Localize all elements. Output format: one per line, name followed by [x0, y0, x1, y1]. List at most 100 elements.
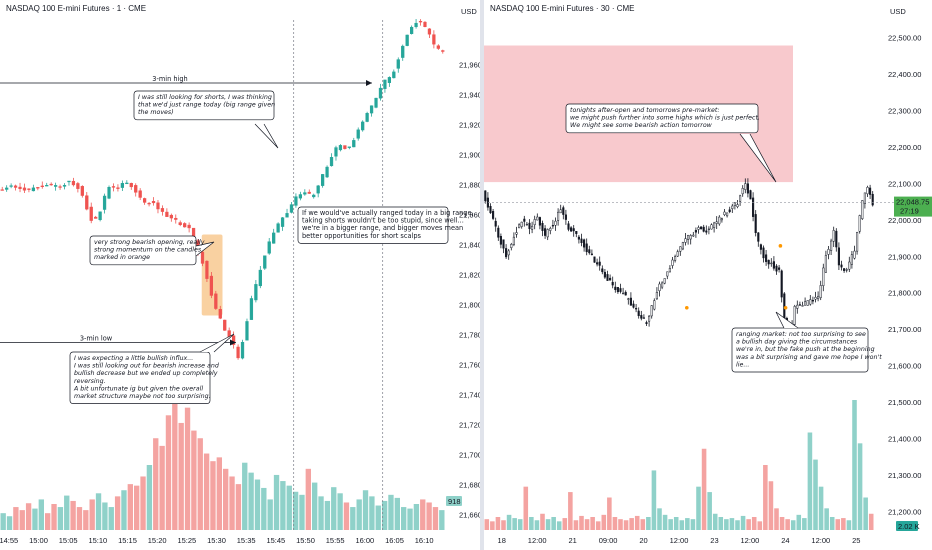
- left-chart-pane[interactable]: 21,960.00 21,940.00 21,920.00 21,900.00 21,8…: [0, 0, 480, 550]
- last-price-value: 22,048.75: [896, 198, 929, 207]
- volume-bar: [38, 499, 44, 530]
- candle-body: [731, 205, 734, 209]
- candle-body: [94, 216, 98, 219]
- volume-bar: [612, 517, 618, 530]
- time-tick-label: 14:55: [0, 536, 18, 545]
- volume-bar: [6, 516, 13, 530]
- candle-body: [549, 228, 552, 231]
- time-tick-label: 15:35: [237, 536, 256, 545]
- volume-bar: [824, 508, 829, 530]
- ranged-callout-text: we're in a bigger range, and bigger move…: [302, 224, 463, 232]
- candle-body: [824, 255, 827, 273]
- volume-bar: [579, 515, 584, 530]
- time-tick-label: 15:10: [88, 536, 107, 545]
- volume-bar: [95, 493, 102, 530]
- volume-bar: [534, 520, 540, 530]
- tonight-callout-box: [565, 103, 759, 134]
- candle-body: [520, 221, 523, 227]
- time-tick-label: 12:00: [670, 536, 689, 545]
- time-tick-label: 15:30: [207, 536, 226, 545]
- volume-bar: [696, 486, 701, 530]
- candle-body: [187, 224, 191, 229]
- volume-bar: [318, 496, 324, 530]
- volume-bar: [292, 491, 299, 530]
- price-tick-label: 22,400.00: [888, 70, 921, 79]
- price-tick-label: 21,780.00: [459, 331, 480, 340]
- candle-body: [338, 145, 343, 151]
- candle-body: [18, 186, 22, 189]
- time-tick-label: 21: [568, 536, 576, 545]
- right-chart-pane[interactable]: 22,500.00 22,400.00 22,300.00 22,200.00 22,1…: [484, 0, 932, 550]
- candle-body: [814, 297, 817, 300]
- candle-body: [231, 335, 236, 345]
- price-tick-label: 21,800.00: [459, 301, 480, 310]
- volume-bar: [76, 507, 83, 530]
- volume-bar: [108, 507, 114, 530]
- time-tick-label: 15:55: [326, 536, 345, 545]
- candle-body: [642, 317, 645, 319]
- candle-body: [619, 288, 622, 292]
- candle-body: [796, 304, 799, 309]
- candle-body: [36, 187, 40, 189]
- volume-bar: [57, 507, 64, 530]
- volume-bar: [197, 438, 203, 530]
- time-tick-label: 12:00: [741, 536, 760, 545]
- volume-bar: [484, 519, 490, 530]
- volume-bar: [763, 465, 768, 530]
- candle-body: [138, 190, 142, 198]
- volume-bar: [426, 502, 432, 530]
- candle-body: [294, 196, 298, 206]
- volume-bar: [102, 502, 108, 530]
- candle-body: [741, 187, 744, 195]
- volume-bar: [267, 499, 273, 530]
- volume-bar: [640, 519, 646, 530]
- candle-body: [505, 248, 508, 258]
- volume-bar: [662, 514, 668, 530]
- candle-body: [518, 224, 521, 229]
- signal-marker: [783, 305, 788, 310]
- candle-body: [174, 217, 178, 220]
- candle-body: [637, 310, 640, 317]
- candle-body: [76, 183, 80, 189]
- candle-body: [160, 208, 165, 212]
- candle-body: [285, 213, 289, 218]
- volume-bar: [835, 519, 841, 530]
- candle-body: [609, 277, 612, 281]
- volume-bar: [273, 474, 280, 530]
- volume-badge-label: 918: [448, 497, 461, 506]
- candle-body: [258, 269, 262, 287]
- candle-body: [793, 306, 796, 325]
- candle-body: [125, 182, 129, 185]
- volume-bar: [70, 500, 76, 530]
- candle-body: [853, 250, 856, 259]
- candle-body: [436, 45, 440, 49]
- candle-body: [655, 292, 658, 300]
- volume-bar: [362, 490, 369, 530]
- candle-body: [111, 186, 116, 188]
- candle-body: [178, 222, 182, 225]
- candle-body: [681, 242, 684, 250]
- right-chart-canvas[interactable]: 22,500.00 22,400.00 22,300.00 22,200.00 22,1…: [484, 0, 932, 550]
- volume-bar: [375, 505, 381, 530]
- candle-body: [624, 291, 627, 296]
- candle-body: [209, 275, 214, 296]
- volume-bar: [841, 518, 846, 530]
- bullish-influx-callout-text: bullish decrease but we ended up complet…: [74, 369, 218, 377]
- candle-body: [343, 145, 347, 149]
- volume-bar: [490, 521, 495, 530]
- left-chart-canvas[interactable]: 21,960.00 21,940.00 21,920.00 21,900.00 21,8…: [0, 0, 480, 550]
- time-tick-label: 16:05: [385, 536, 404, 545]
- price-tick-label: 21,940.00: [459, 91, 480, 100]
- candle-body: [650, 305, 653, 317]
- volume-bar: [545, 519, 551, 530]
- candle-body: [559, 209, 562, 214]
- volume-bar: [718, 517, 724, 530]
- candle-body: [89, 206, 93, 221]
- price-tick-label: 22,500.00: [888, 34, 921, 43]
- candle-body: [687, 235, 690, 240]
- candle-body: [663, 278, 666, 284]
- candle-body: [749, 190, 752, 200]
- candle-body: [374, 97, 378, 108]
- pane-divider[interactable]: [480, 0, 484, 550]
- candle-body: [67, 180, 71, 183]
